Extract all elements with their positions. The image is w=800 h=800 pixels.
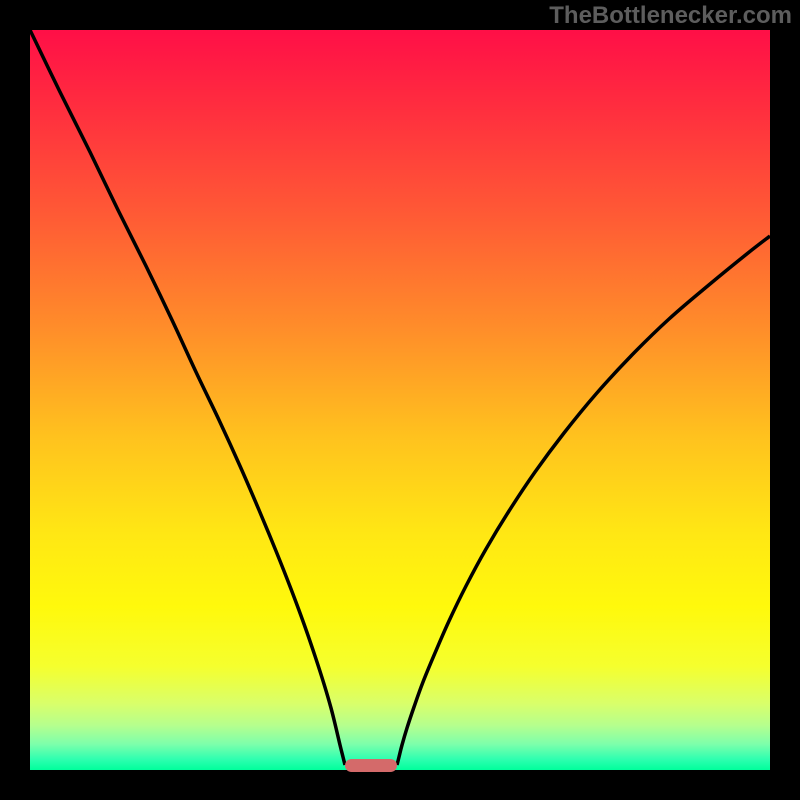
watermark-text: TheBottlenecker.com: [549, 2, 792, 30]
bottleneck-curves: [30, 30, 770, 770]
plot-area: [30, 30, 770, 770]
optimal-range-marker: [345, 759, 397, 772]
curve-right: [397, 236, 770, 765]
curve-left: [30, 30, 345, 765]
chart-container: TheBottlenecker.com: [0, 0, 800, 800]
